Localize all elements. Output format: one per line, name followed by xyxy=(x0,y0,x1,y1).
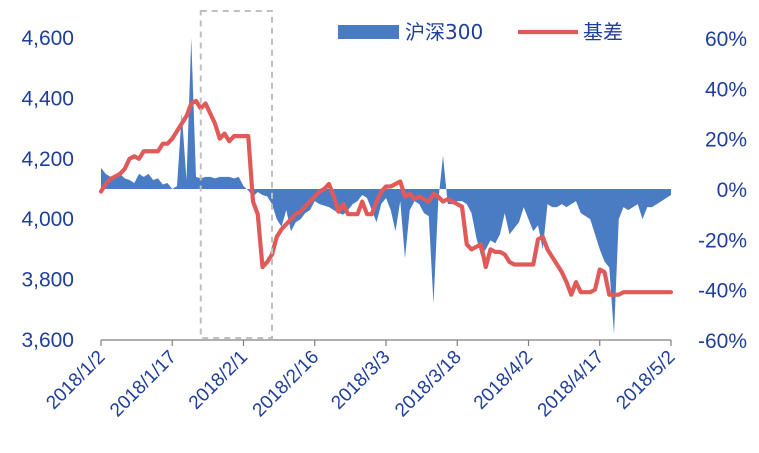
left-tick-label: 3,800 xyxy=(21,269,74,292)
right-tick-label: 0% xyxy=(717,179,747,202)
right-tick-label: 40% xyxy=(705,78,747,101)
right-tick-label: 20% xyxy=(705,129,747,152)
basis-line-series xyxy=(98,98,674,297)
x-tick-label: 2018/4/2 xyxy=(470,347,537,414)
x-tick-label: 2018/3/18 xyxy=(391,347,466,422)
right-tick-label: -40% xyxy=(698,280,747,303)
right-y-axis: -60% -40% -20% 0% 20% 40% 60% xyxy=(698,28,747,353)
hs300-area-series xyxy=(101,38,671,334)
left-tick-label: 4,600 xyxy=(21,27,74,50)
left-tick-label: 4,000 xyxy=(21,208,74,231)
left-tick-label: 4,200 xyxy=(21,148,74,171)
legend-label-hs300: 沪深300 xyxy=(405,20,483,44)
dashed-highlight-rect xyxy=(199,10,273,339)
right-tick-label: 60% xyxy=(705,28,747,51)
hs300-area xyxy=(101,38,671,334)
highlight-box xyxy=(199,10,273,339)
basis-line xyxy=(98,98,674,297)
right-tick-label: -20% xyxy=(698,229,747,252)
legend-label-basis: 基差 xyxy=(583,20,623,44)
left-tick-label: 4,400 xyxy=(21,87,74,110)
x-tick-label: 2018/2/1 xyxy=(185,347,252,414)
x-tick-label: 2018/2/16 xyxy=(249,347,324,422)
legend: 沪深300 基差 xyxy=(338,20,623,44)
x-tick-label: 2018/1/17 xyxy=(106,347,181,422)
left-tick-label: 3,600 xyxy=(21,329,74,352)
legend-swatch-hs300 xyxy=(338,25,399,39)
x-tick-label: 2018/4/17 xyxy=(534,347,609,422)
x-tick-label: 2018/5/2 xyxy=(612,347,679,414)
left-y-axis: 3,600 3,800 4,000 4,200 4,400 4,600 xyxy=(21,27,74,352)
x-tick-label: 2018/1/2 xyxy=(42,347,109,414)
x-tick-label: 2018/3/3 xyxy=(327,347,394,414)
right-tick-label: -60% xyxy=(698,330,747,353)
